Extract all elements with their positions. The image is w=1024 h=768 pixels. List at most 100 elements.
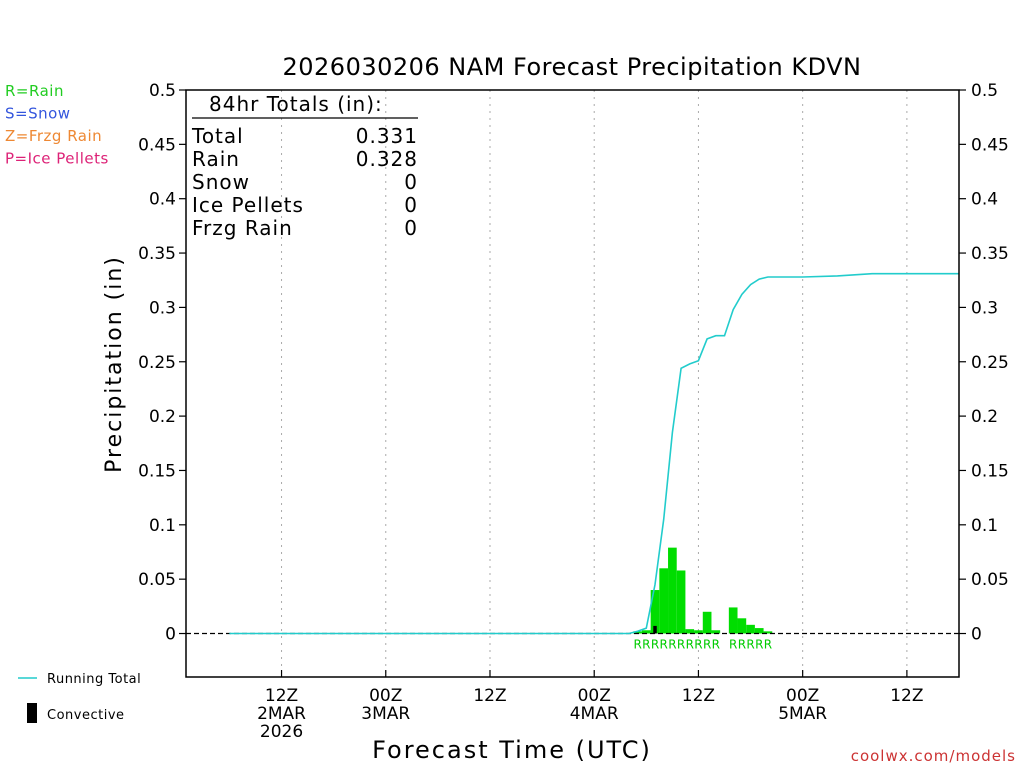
precip-type-letter: R [677,638,685,652]
precip-type-letter: R [633,638,641,652]
precip-type-letter: R [703,638,711,652]
precip-type-legend: R=Rain S=Snow Z=Frzg Rain P=Ice Pellets [5,82,109,168]
precip-bar [702,611,712,634]
x-tick-label-line: 00Z [578,686,611,706]
x-tick-label: 00Z 5MAR [778,686,827,724]
x-tick-label: 12Z [473,686,506,706]
x-tick-label: 00Z 4MAR [570,686,619,724]
x-tick-label-line: 12Z [473,686,506,706]
type-legend-entry: P=Ice Pellets [5,150,109,168]
y-tick-label-right: 0.45 [971,135,1009,155]
precip-type-letter: R [668,638,676,652]
totals-row-value: 0 [404,216,418,240]
y-tick-label-left: 0.1 [149,516,176,536]
precip-type-letter: R [660,638,668,652]
plot-frame [185,89,960,678]
precip-type-letter: R [729,638,737,652]
totals-rows: Total 0.331 Rain 0.328 Snow 0 Ice Pellets 0 Frzg… [191,124,418,240]
totals-row-value: 0.331 [356,124,418,148]
precip-bar [728,607,738,634]
type-legend-entry: S=Snow [5,105,71,123]
legend-label: Running Total [47,672,141,687]
precip-bar [676,570,686,634]
precip-bar [746,624,755,634]
convective-bars [653,625,657,634]
y-tick-label-right: 0.5 [971,81,998,101]
y-tick-label-left: 0.15 [138,461,176,481]
y-tick-label-right: 0.2 [971,407,998,427]
x-tick-label-line: 00Z [786,686,819,706]
precip-bar [650,590,660,634]
convective-bar [653,625,657,634]
totals-row-value: 0.328 [356,147,418,171]
type-legend-entry: R=Rain [5,82,64,100]
x-tick-label-line: 12Z [682,686,715,706]
y-tick-label-left: 0.25 [138,353,176,373]
precip-type-letter: R [755,638,763,652]
precip-type-letter: R [746,638,754,652]
type-legend-entry: Z=Frzg Rain [5,127,102,145]
x-tick-label-line: 4MAR [570,704,619,724]
x-tick-label: 12Z [682,686,715,706]
x-tick-label: 12Z 2MAR 2026 [257,686,306,742]
precip-bar [685,629,695,634]
y-tick-label-left: 0.5 [149,81,176,101]
precip-type-letter: R [764,638,772,652]
x-tick-label-line: 3MAR [361,704,410,724]
y-axis-label: Precipitation (in) [102,255,127,473]
totals-row-value: 0 [404,170,418,194]
x-axis-label: Forecast Time (UTC) [372,736,652,764]
legend-bar-swatch [27,703,37,723]
totals-row-label: Total [191,124,244,148]
precip-type-letter: R [651,638,659,652]
precip-type-letter: R [642,638,650,652]
totals-row-label: Ice Pellets [192,193,304,217]
precip-bar [763,631,773,634]
precip-type-letter: R [686,638,694,652]
x-tick-label-line: 12Z [890,686,923,706]
precip-bar [711,630,721,634]
precip-bar [668,547,677,634]
totals-row-label: Frzg Rain [192,216,293,240]
totals-row-label: Rain [192,147,240,171]
x-tick-label-line: 5MAR [778,704,827,724]
y-tick-label-right: 0.25 [971,353,1009,373]
y-axis-ticks: 0 00.05 0.050.1 0.10.15 0.150.2 0.20.25 0.250.… [138,81,1009,645]
precip-type-letter: R [738,638,746,652]
y-tick-label-left: 0 [165,625,176,645]
y-tick-label-right: 0.15 [971,461,1009,481]
legend-label: Convective [47,708,125,723]
y-tick-label-left: 0.3 [149,298,176,318]
totals-box: 84hr Totals (in): Total 0.331 Rain 0.328 Sno… [191,92,418,240]
running-total-line [229,272,959,635]
x-tick-label: 12Z [890,686,923,706]
y-tick-label-right: 0.05 [971,570,1009,590]
x-tick-label-line: 2MAR [257,704,306,724]
site-credit: coolwx.com/models [851,747,1016,765]
totals-row-value: 0 [404,193,418,217]
y-tick-label-right: 0.1 [971,516,998,536]
precip-type-letter: R [712,638,720,652]
y-tick-label-right: 0.4 [971,190,998,210]
y-tick-label-left: 0.4 [149,190,176,210]
chart-title: 2026030206 NAM Forecast Precipitation KD… [282,53,861,81]
x-tick-label-line: 12Z [265,686,298,706]
precip-bar [737,618,747,634]
vertical-gridlines [281,90,908,677]
series-legend: Running Total Convective [18,672,141,723]
precip-bar [754,628,764,634]
totals-row-label: Snow [192,170,250,194]
hourly-precip-bars [633,547,773,634]
precip-bar [694,630,703,634]
y-tick-label-left: 0.05 [138,570,176,590]
x-tick-label-line: 00Z [369,686,402,706]
precip-bar [659,568,669,634]
y-tick-label-left: 0.35 [138,244,176,264]
precip-bar [633,631,642,634]
precip-bar [641,630,651,634]
y-tick-label-right: 0.35 [971,244,1009,264]
y-tick-label-right: 0 [971,625,982,645]
